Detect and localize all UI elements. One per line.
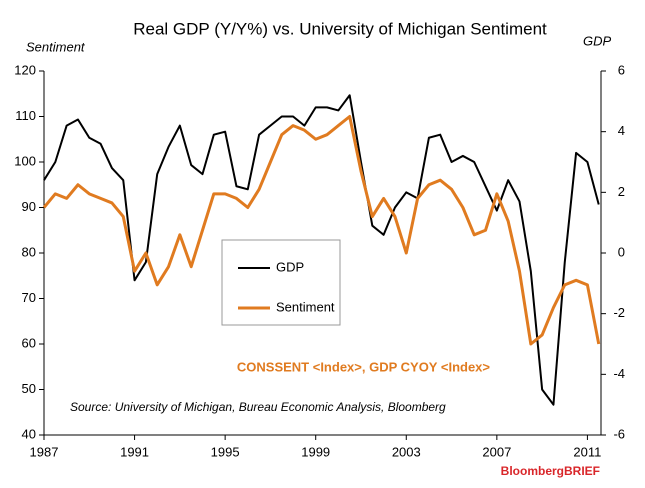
y2-tick-label: 6 xyxy=(618,62,625,77)
source-note: Source: University of Michigan, Bureau E… xyxy=(70,400,446,414)
y2-tick-label: 2 xyxy=(618,184,625,199)
y-tick-label: 80 xyxy=(22,244,36,259)
y-axis-title: Sentiment xyxy=(26,39,86,54)
y2-tick-label: 0 xyxy=(618,244,625,259)
y-tick-label: 50 xyxy=(22,381,36,396)
y-tick-label: 60 xyxy=(22,335,36,350)
y-tick-label: 90 xyxy=(22,199,36,214)
y-tick-label: 110 xyxy=(15,108,36,123)
y-tick-label: 70 xyxy=(22,290,36,305)
y2-tick-label: 4 xyxy=(618,123,625,138)
x-tick-label: 2011 xyxy=(573,444,601,459)
x-tick-label: 1995 xyxy=(211,444,240,459)
x-tick-label: 1999 xyxy=(301,444,330,459)
annotation: CONSSENT <Index>, GDP CYOY <Index> xyxy=(237,359,491,374)
legend-box xyxy=(221,239,341,326)
y2-tick-label: -4 xyxy=(613,366,625,381)
brand: BloombergBRIEF xyxy=(501,464,600,478)
y2-tick-label: -2 xyxy=(613,305,625,320)
x-tick-label: 2003 xyxy=(392,444,421,459)
legend-label: Sentiment xyxy=(276,299,335,314)
series-line xyxy=(42,115,601,346)
chart-title: Real GDP (Y/Y%) vs. University of Michig… xyxy=(133,19,547,38)
x-tick-label: 2007 xyxy=(482,444,511,459)
legend-label: GDP xyxy=(276,259,304,274)
x-tick-label: 1987 xyxy=(30,444,59,459)
series-line xyxy=(43,94,600,406)
y-tick-label: 120 xyxy=(14,62,36,77)
y-tick-label: 40 xyxy=(22,426,36,441)
y2-tick-label: -6 xyxy=(613,426,625,441)
x-tick-label: 1991 xyxy=(120,444,149,459)
y-tick-label: 100 xyxy=(14,153,36,168)
y2-axis-title: GDP xyxy=(583,33,612,48)
